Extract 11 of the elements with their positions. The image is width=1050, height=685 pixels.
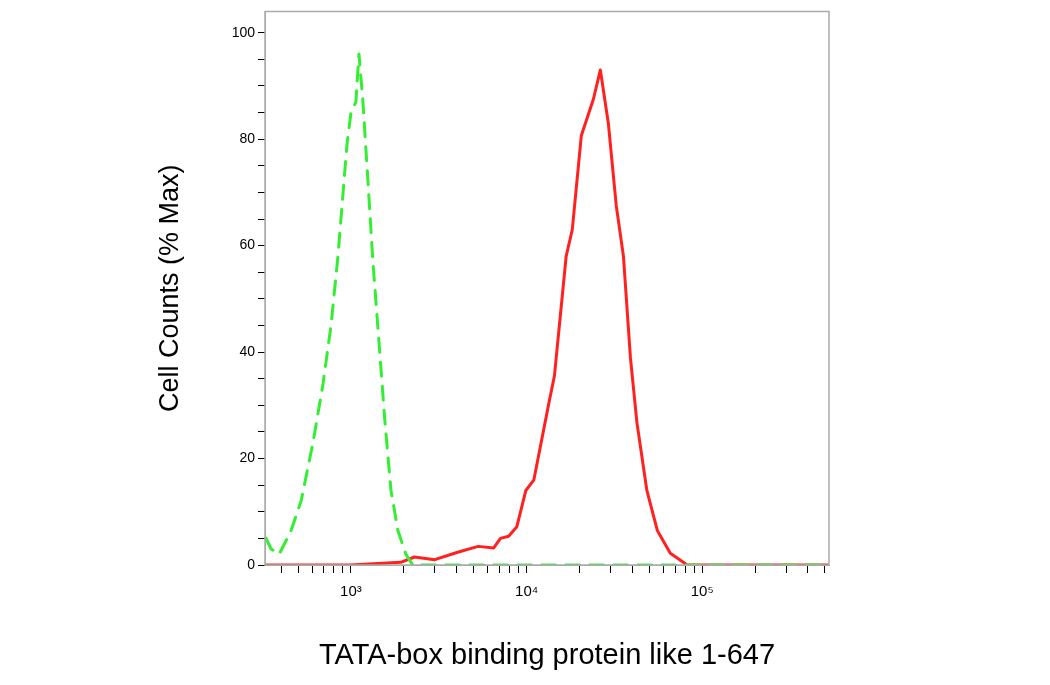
x-axis-title: TATA-box binding protein like 1-647 <box>318 637 776 670</box>
y-tick-label: 20 <box>239 449 256 466</box>
y-tick-label: 100 <box>231 23 256 40</box>
x-tick-label: 10⁵ <box>690 582 714 600</box>
x-tick-label: 10³ <box>340 582 362 600</box>
y-axis-title: Cell Counts (% Max) <box>153 164 184 412</box>
x-tick-label: 10⁴ <box>515 582 539 600</box>
y-tick-label: 0 <box>247 555 256 572</box>
y-tick-label: 40 <box>239 342 256 359</box>
y-tick-label: 60 <box>239 236 256 253</box>
y-tick-label: 80 <box>239 130 256 147</box>
